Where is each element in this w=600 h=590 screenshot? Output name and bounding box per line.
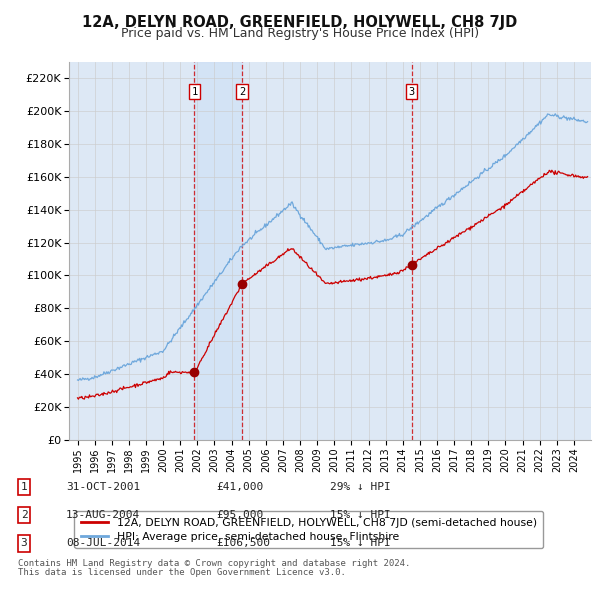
Text: 15% ↓ HPI: 15% ↓ HPI (330, 539, 391, 548)
Text: 29% ↓ HPI: 29% ↓ HPI (330, 482, 391, 491)
Text: Contains HM Land Registry data © Crown copyright and database right 2024.: Contains HM Land Registry data © Crown c… (18, 559, 410, 568)
Text: 08-JUL-2014: 08-JUL-2014 (66, 539, 140, 548)
Text: 1: 1 (20, 482, 28, 491)
Text: 3: 3 (409, 87, 415, 97)
Text: 2: 2 (20, 510, 28, 520)
Text: Price paid vs. HM Land Registry's House Price Index (HPI): Price paid vs. HM Land Registry's House … (121, 27, 479, 40)
Legend: 12A, DELYN ROAD, GREENFIELD, HOLYWELL, CH8 7JD (semi-detached house), HPI: Avera: 12A, DELYN ROAD, GREENFIELD, HOLYWELL, C… (74, 511, 543, 548)
Text: 2: 2 (239, 87, 245, 97)
Text: 13-AUG-2004: 13-AUG-2004 (66, 510, 140, 520)
Text: 15% ↓ HPI: 15% ↓ HPI (330, 510, 391, 520)
Text: This data is licensed under the Open Government Licence v3.0.: This data is licensed under the Open Gov… (18, 568, 346, 577)
Bar (194, 62, 242, 440)
Text: 1: 1 (191, 87, 197, 97)
Text: £41,000: £41,000 (216, 482, 263, 491)
Text: 31-OCT-2001: 31-OCT-2001 (66, 482, 140, 491)
Text: 3: 3 (20, 539, 28, 548)
Text: £106,500: £106,500 (216, 539, 270, 548)
Text: 12A, DELYN ROAD, GREENFIELD, HOLYWELL, CH8 7JD: 12A, DELYN ROAD, GREENFIELD, HOLYWELL, C… (82, 15, 518, 30)
Text: £95,000: £95,000 (216, 510, 263, 520)
